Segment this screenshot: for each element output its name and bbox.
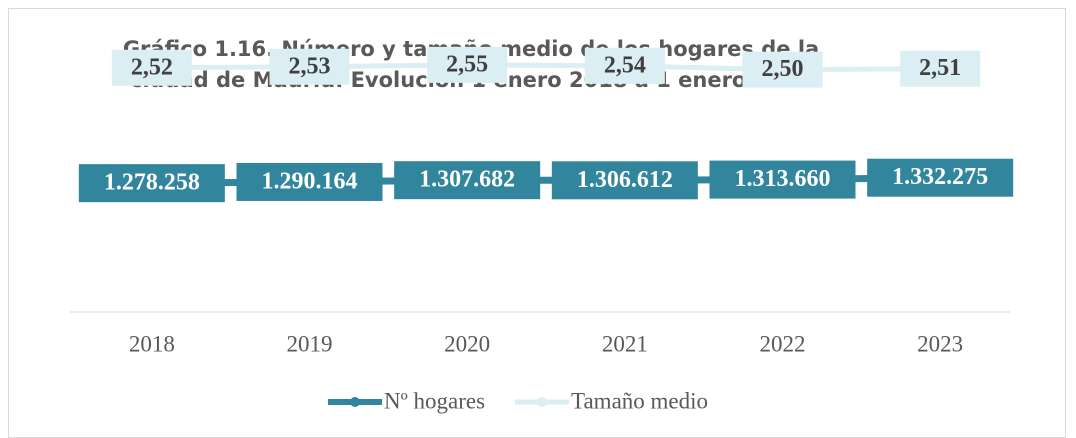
- value-label: 2,53: [289, 53, 331, 79]
- value-label-box: [551, 161, 698, 200]
- value-label: 2,51: [919, 55, 961, 81]
- value-label-box: [867, 158, 1014, 197]
- value-label-box: [236, 162, 383, 201]
- legend-label: Nº hogares: [384, 388, 485, 413]
- value-label-box: [742, 51, 823, 88]
- legend-marker: [537, 397, 548, 407]
- legend-marker: [350, 397, 360, 407]
- value-label: 1.290.164: [262, 168, 358, 194]
- x-tick-label: 2019: [287, 331, 333, 356]
- value-label: 1.332.275: [892, 164, 988, 190]
- value-label: 2,52: [131, 54, 173, 80]
- value-label-box: [111, 49, 192, 86]
- value-label: 2,54: [604, 52, 646, 78]
- x-tick-label: 2018: [129, 331, 175, 356]
- legend-label: Tamaño medio: [571, 388, 708, 413]
- value-label: 2,50: [762, 56, 804, 82]
- x-tick-label: 2023: [917, 331, 963, 356]
- value-label: 2,55: [446, 51, 488, 77]
- value-label: 1.307.682: [419, 167, 515, 193]
- value-label-box: [427, 46, 508, 83]
- value-label-box: [269, 48, 350, 85]
- value-label-box: [394, 161, 541, 200]
- value-label-box: [900, 50, 981, 87]
- x-tick-label: 2022: [760, 331, 806, 356]
- chart: 2018 2019 2020 2021 2022 2023 1.278.258 1.290.1…: [70, 46, 1014, 413]
- value-label-box: [709, 160, 856, 199]
- page: Gráfico 1.16. Número y tamaño medio de l…: [8, 8, 1066, 438]
- x-tick-label: 2020: [444, 331, 490, 356]
- value-label: 1.306.612: [577, 167, 673, 193]
- value-label: 1.278.258: [104, 170, 200, 196]
- value-label-box: [584, 47, 665, 84]
- x-tick-label: 2021: [602, 331, 648, 356]
- value-label-box: [78, 164, 225, 203]
- value-label: 1.313.660: [735, 166, 831, 192]
